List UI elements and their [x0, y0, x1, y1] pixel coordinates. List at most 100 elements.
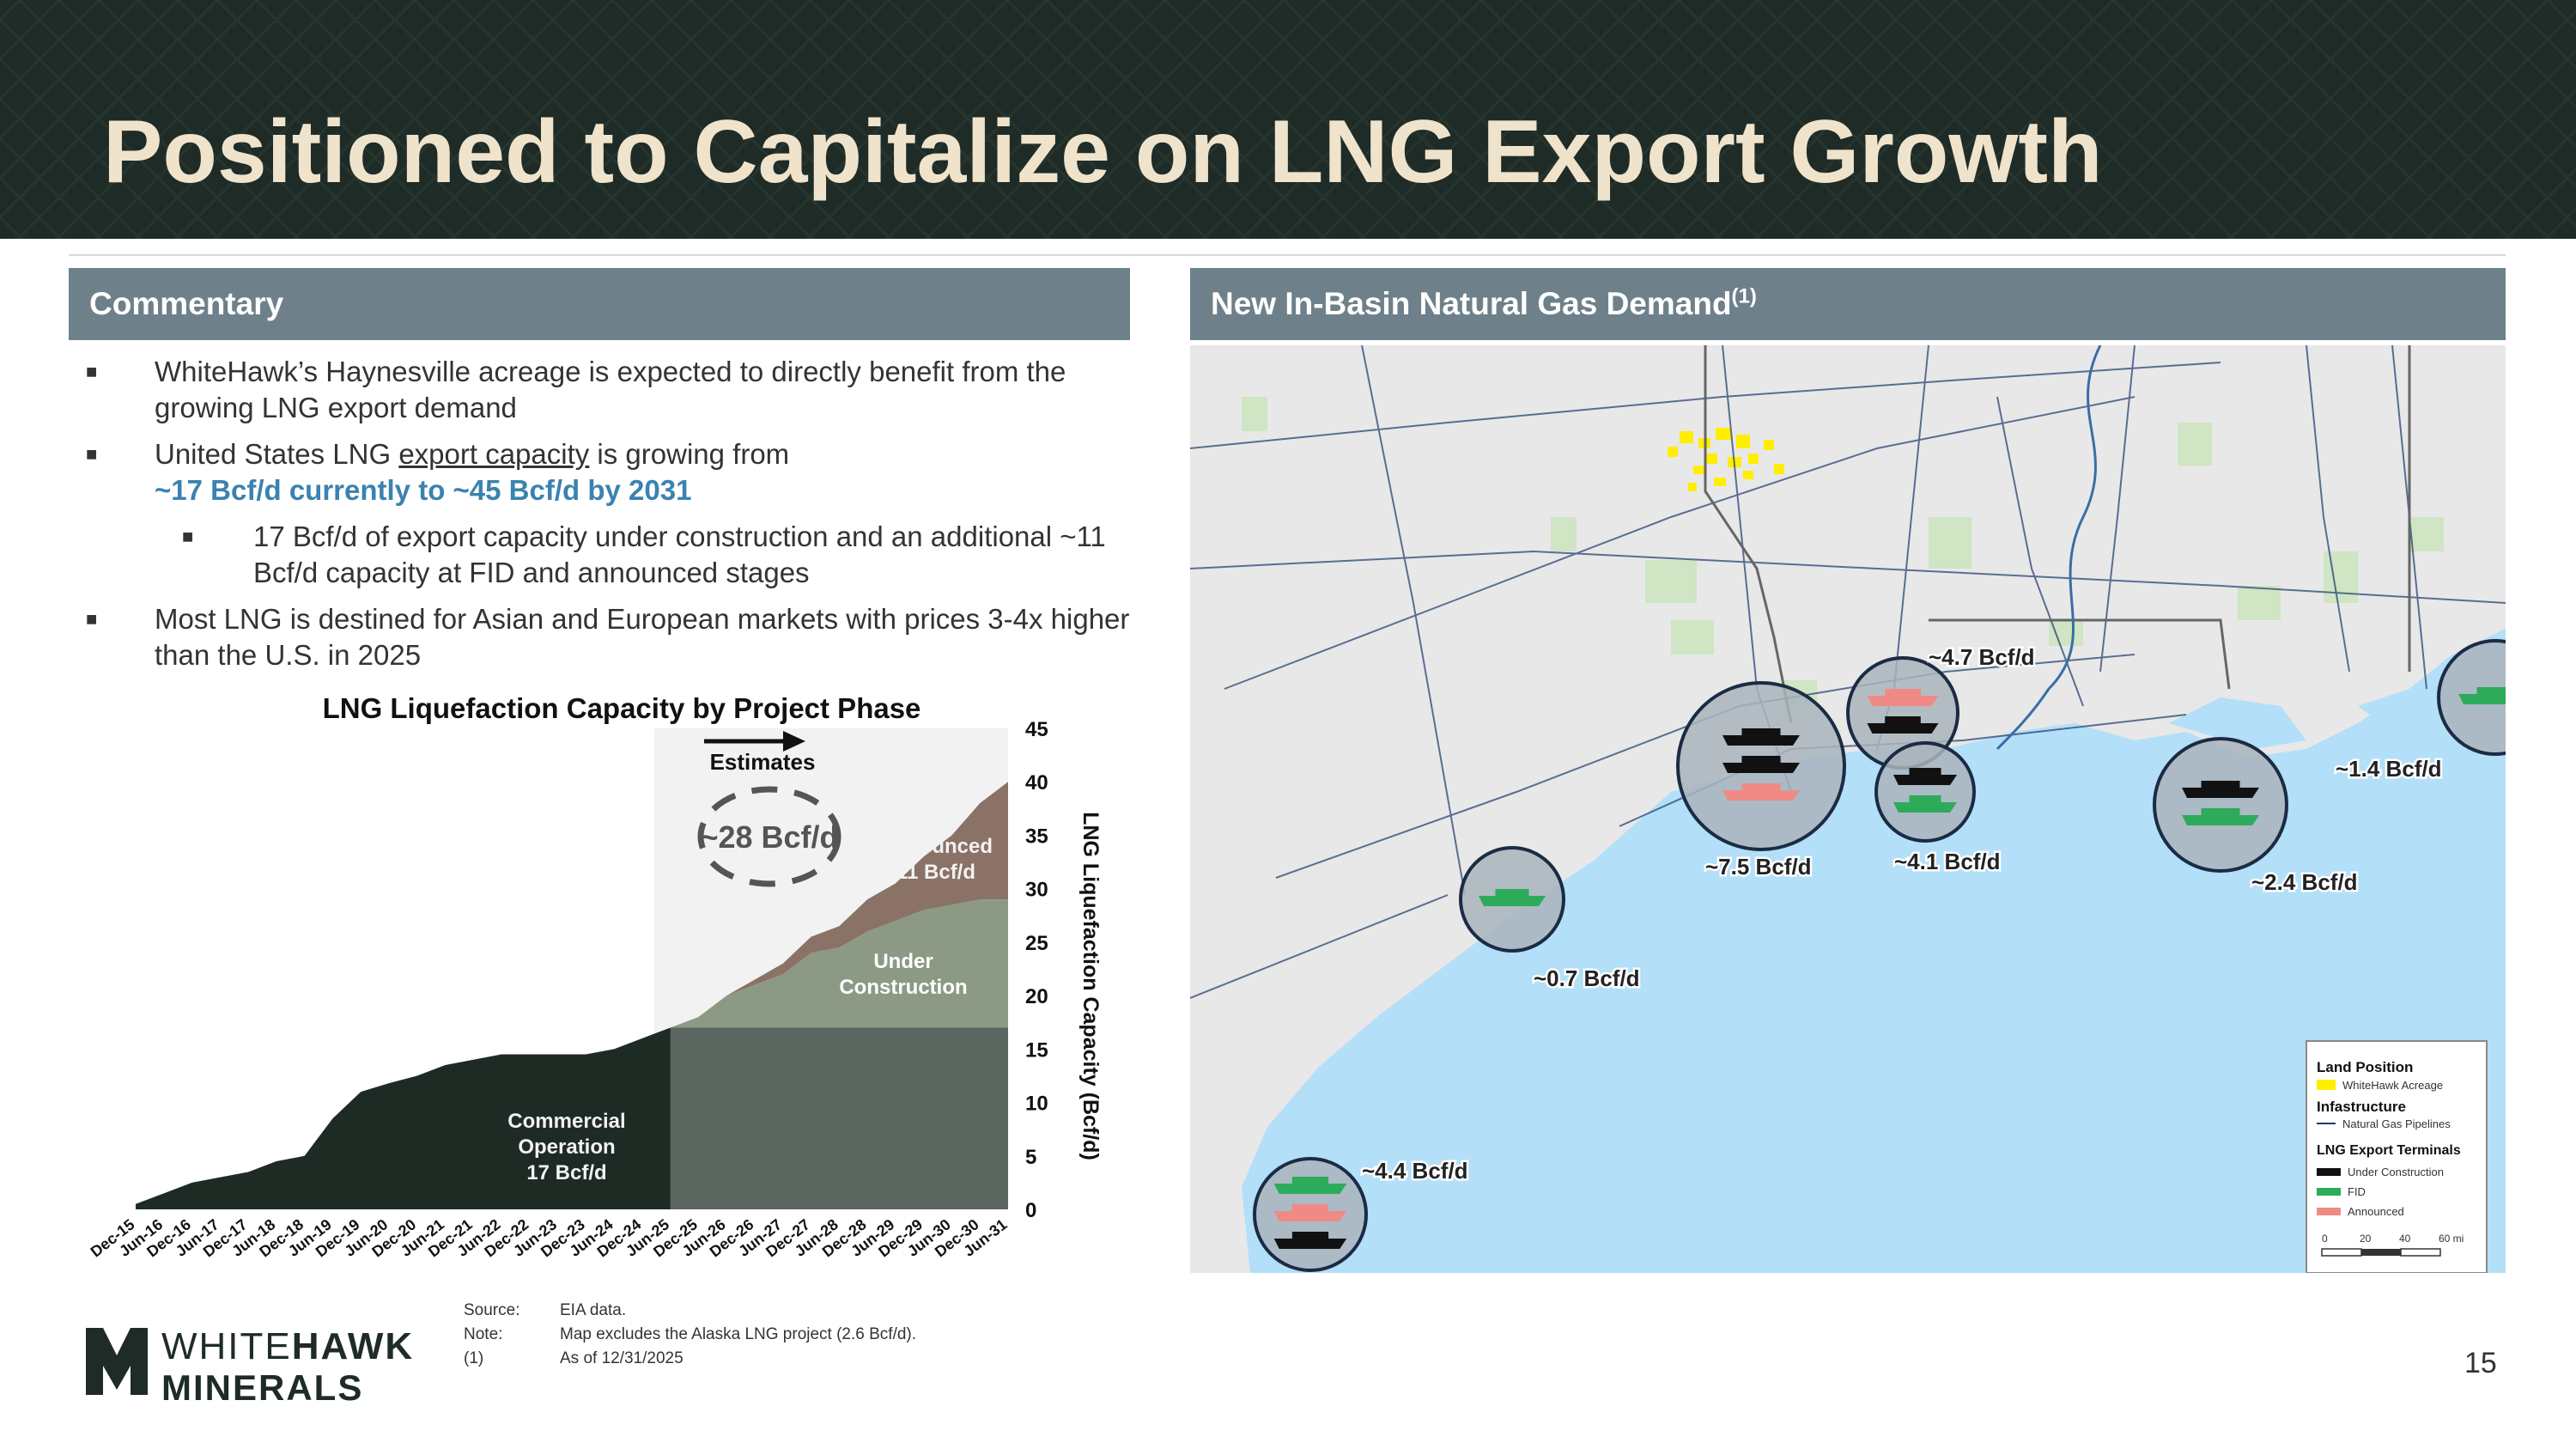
acreage-swatch: [2317, 1080, 2336, 1090]
footnote-text: EIA data.: [560, 1301, 627, 1319]
callout-label: ~28 Bcf/d: [700, 819, 838, 855]
fid-ship-icon: [2458, 694, 2506, 704]
series-label-1: Commercial Operation 17 Bcf/d: [507, 1110, 625, 1184]
bullet-text: 17 Bcf/d of export capacity under constr…: [253, 521, 1106, 588]
announced-ship-icon: [2317, 1208, 2341, 1215]
legend-land-title: Land Position: [2317, 1059, 2413, 1075]
state-borders: [1704, 345, 2411, 724]
divider: [69, 254, 2506, 256]
y-tick-label: 0: [1025, 1199, 1036, 1222]
under-construction-ship-icon: [1893, 775, 1958, 785]
scale-60: 60 mi: [2439, 1233, 2464, 1245]
fid-ship-icon: [1479, 896, 1546, 906]
ship-deck-icon: [1885, 689, 1921, 696]
ship-deck-icon: [1741, 728, 1781, 735]
legend-infra-title: Infastructure: [2317, 1099, 2406, 1115]
fid-ship-icon: [1893, 802, 1958, 813]
legend-acreage: WhiteHawk Acreage: [2342, 1079, 2443, 1092]
under-construction-ship-icon: [1722, 735, 1800, 746]
under-construction-ship-icon: [1722, 763, 1800, 773]
y-tick-label: 45: [1025, 718, 1048, 741]
commentary-heading: Commentary: [69, 268, 1130, 340]
terminal-capacity-label: ~0.7 Bcf/d: [1534, 965, 1640, 991]
bullet-item: ■ WhiteHawk’s Haynesville acreage is expe…: [86, 354, 1133, 426]
y-tick-label: 5: [1025, 1146, 1036, 1169]
scale-bar-3: [2400, 1248, 2441, 1257]
scale-bar-2: [2361, 1249, 2401, 1256]
terminal-capacity-label: ~2.4 Bcf/d: [2251, 869, 2358, 895]
fid-ship-icon: [2317, 1188, 2341, 1196]
y-tick-label: 10: [1025, 1093, 1048, 1116]
logo-minerals: MINERALS: [161, 1367, 363, 1407]
bullet-highlight: ~17 Bcf/d currently to ~45 Bcf/d by 2031: [155, 474, 692, 506]
y-axis-label: LNG Liquefaction Capacity (Bcf/d): [1078, 812, 1103, 1160]
ship-deck-icon: [1741, 783, 1781, 790]
ship-deck-icon: [1885, 716, 1921, 723]
bullet-marker: ■: [86, 443, 98, 465]
scale-0: 0: [2322, 1233, 2328, 1245]
footnote-label: Source:: [464, 1301, 520, 1319]
export-capacity-link[interactable]: export capacity: [398, 438, 590, 470]
series-label-3: Announced 11 Bcf/d: [879, 835, 993, 884]
estimates-label: Estimates: [710, 749, 816, 775]
footnote-text: Map excludes the Alaska LNG project (2.6…: [560, 1325, 917, 1343]
legend-pipelines: Natural Gas Pipelines: [2342, 1117, 2451, 1130]
y-tick-label: 25: [1025, 932, 1048, 955]
announced-ship-icon: [1273, 1211, 1347, 1221]
bays: [2169, 689, 2435, 749]
terminal-circle[interactable]: [2153, 737, 2288, 873]
footnotes: Source: EIA data. Note: Map excludes the A…: [464, 1299, 916, 1371]
legend-announced: Announced: [2348, 1205, 2404, 1218]
y-tick-label: 20: [1025, 985, 1048, 1008]
terminal-capacity-label: ~4.4 Bcf/d: [1362, 1158, 1468, 1184]
bullet-item: ■ United States LNG export capacity is gr…: [86, 436, 1133, 508]
announced-ship-icon: [1722, 790, 1800, 801]
logo-white: WHITEHAWK: [161, 1325, 414, 1367]
commentary-list: ■ WhiteHawk’s Haynesville acreage is expe…: [86, 354, 1133, 684]
announced-ship-icon: [1867, 696, 1939, 706]
logo-hawk-text: HAWK: [292, 1325, 414, 1367]
fid-ship-icon: [1273, 1184, 1347, 1194]
footnote-text: As of 12/31/2025: [560, 1349, 683, 1367]
scale-20: 20: [2360, 1233, 2372, 1245]
series-area-2: [136, 899, 1008, 1204]
legend-terminals-title: LNG Export Terminals: [2317, 1143, 2461, 1158]
map-legend: Land Position WhiteHawk Acreage Infastru…: [2306, 1040, 2488, 1273]
sub-bullet-item: ■ 17 Bcf/d of export capacity under const…: [86, 519, 1133, 591]
chart-title: LNG Liquefaction Capacity by Project Pha…: [323, 692, 921, 724]
whitehawk-logo: WHITEHAWK MINERALS: [86, 1325, 414, 1407]
gulf-coast-map: ~4.7 Bcf/d ~7.5 Bcf/d ~4.1 Bcf/d ~1.4 Bcf/d…: [1190, 345, 2506, 1273]
header-pattern: [0, 0, 2576, 239]
commercial-estimate-block: [670, 1027, 1008, 1209]
scale-bar-1: [2321, 1248, 2362, 1257]
footnote-source: Source: EIA data.: [464, 1299, 916, 1323]
rivers: [1996, 345, 2102, 751]
terminal-circle[interactable]: [1874, 741, 1976, 843]
series-label-2: Under Construction: [839, 950, 967, 999]
footnote-note: Note: Map excludes the Alaska LNG project…: [464, 1323, 916, 1347]
ship-deck-icon: [1291, 1232, 1329, 1239]
hawk-logo-icon: [86, 1328, 148, 1395]
ship-deck-icon: [1291, 1177, 1329, 1184]
terminal-capacity-label: ~4.7 Bcf/d: [1929, 644, 2035, 670]
map-heading-note: (1): [1731, 284, 1757, 308]
bullet-text: WhiteHawk’s Haynesville acreage is expec…: [155, 356, 1066, 423]
bullet-marker: ■: [86, 361, 98, 382]
under-construction-ship-icon: [1867, 723, 1939, 734]
terminal-capacity-label: ~7.5 Bcf/d: [1705, 854, 1812, 880]
bullet-marker: ■: [86, 608, 98, 630]
y-tick-label: 15: [1025, 1038, 1048, 1062]
y-tick-label: 30: [1025, 879, 1048, 902]
ship-deck-icon: [1909, 768, 1941, 775]
under-construction-ship-icon: [2317, 1168, 2341, 1176]
ship-deck-icon: [2201, 808, 2240, 815]
scale-40: 40: [2399, 1233, 2411, 1245]
callout-ellipse: [697, 786, 841, 887]
y-tick-label: 40: [1025, 771, 1048, 795]
map-heading: New In-Basin Natural Gas Demand(1): [1190, 268, 2506, 340]
fid-ship-icon: [2182, 815, 2259, 825]
bullet-text-post: is growing from: [589, 438, 790, 470]
bullet-text-pre: United States LNG: [155, 438, 399, 470]
y-tick-label: 35: [1025, 825, 1048, 848]
page-number: 15: [2464, 1347, 2497, 1379]
